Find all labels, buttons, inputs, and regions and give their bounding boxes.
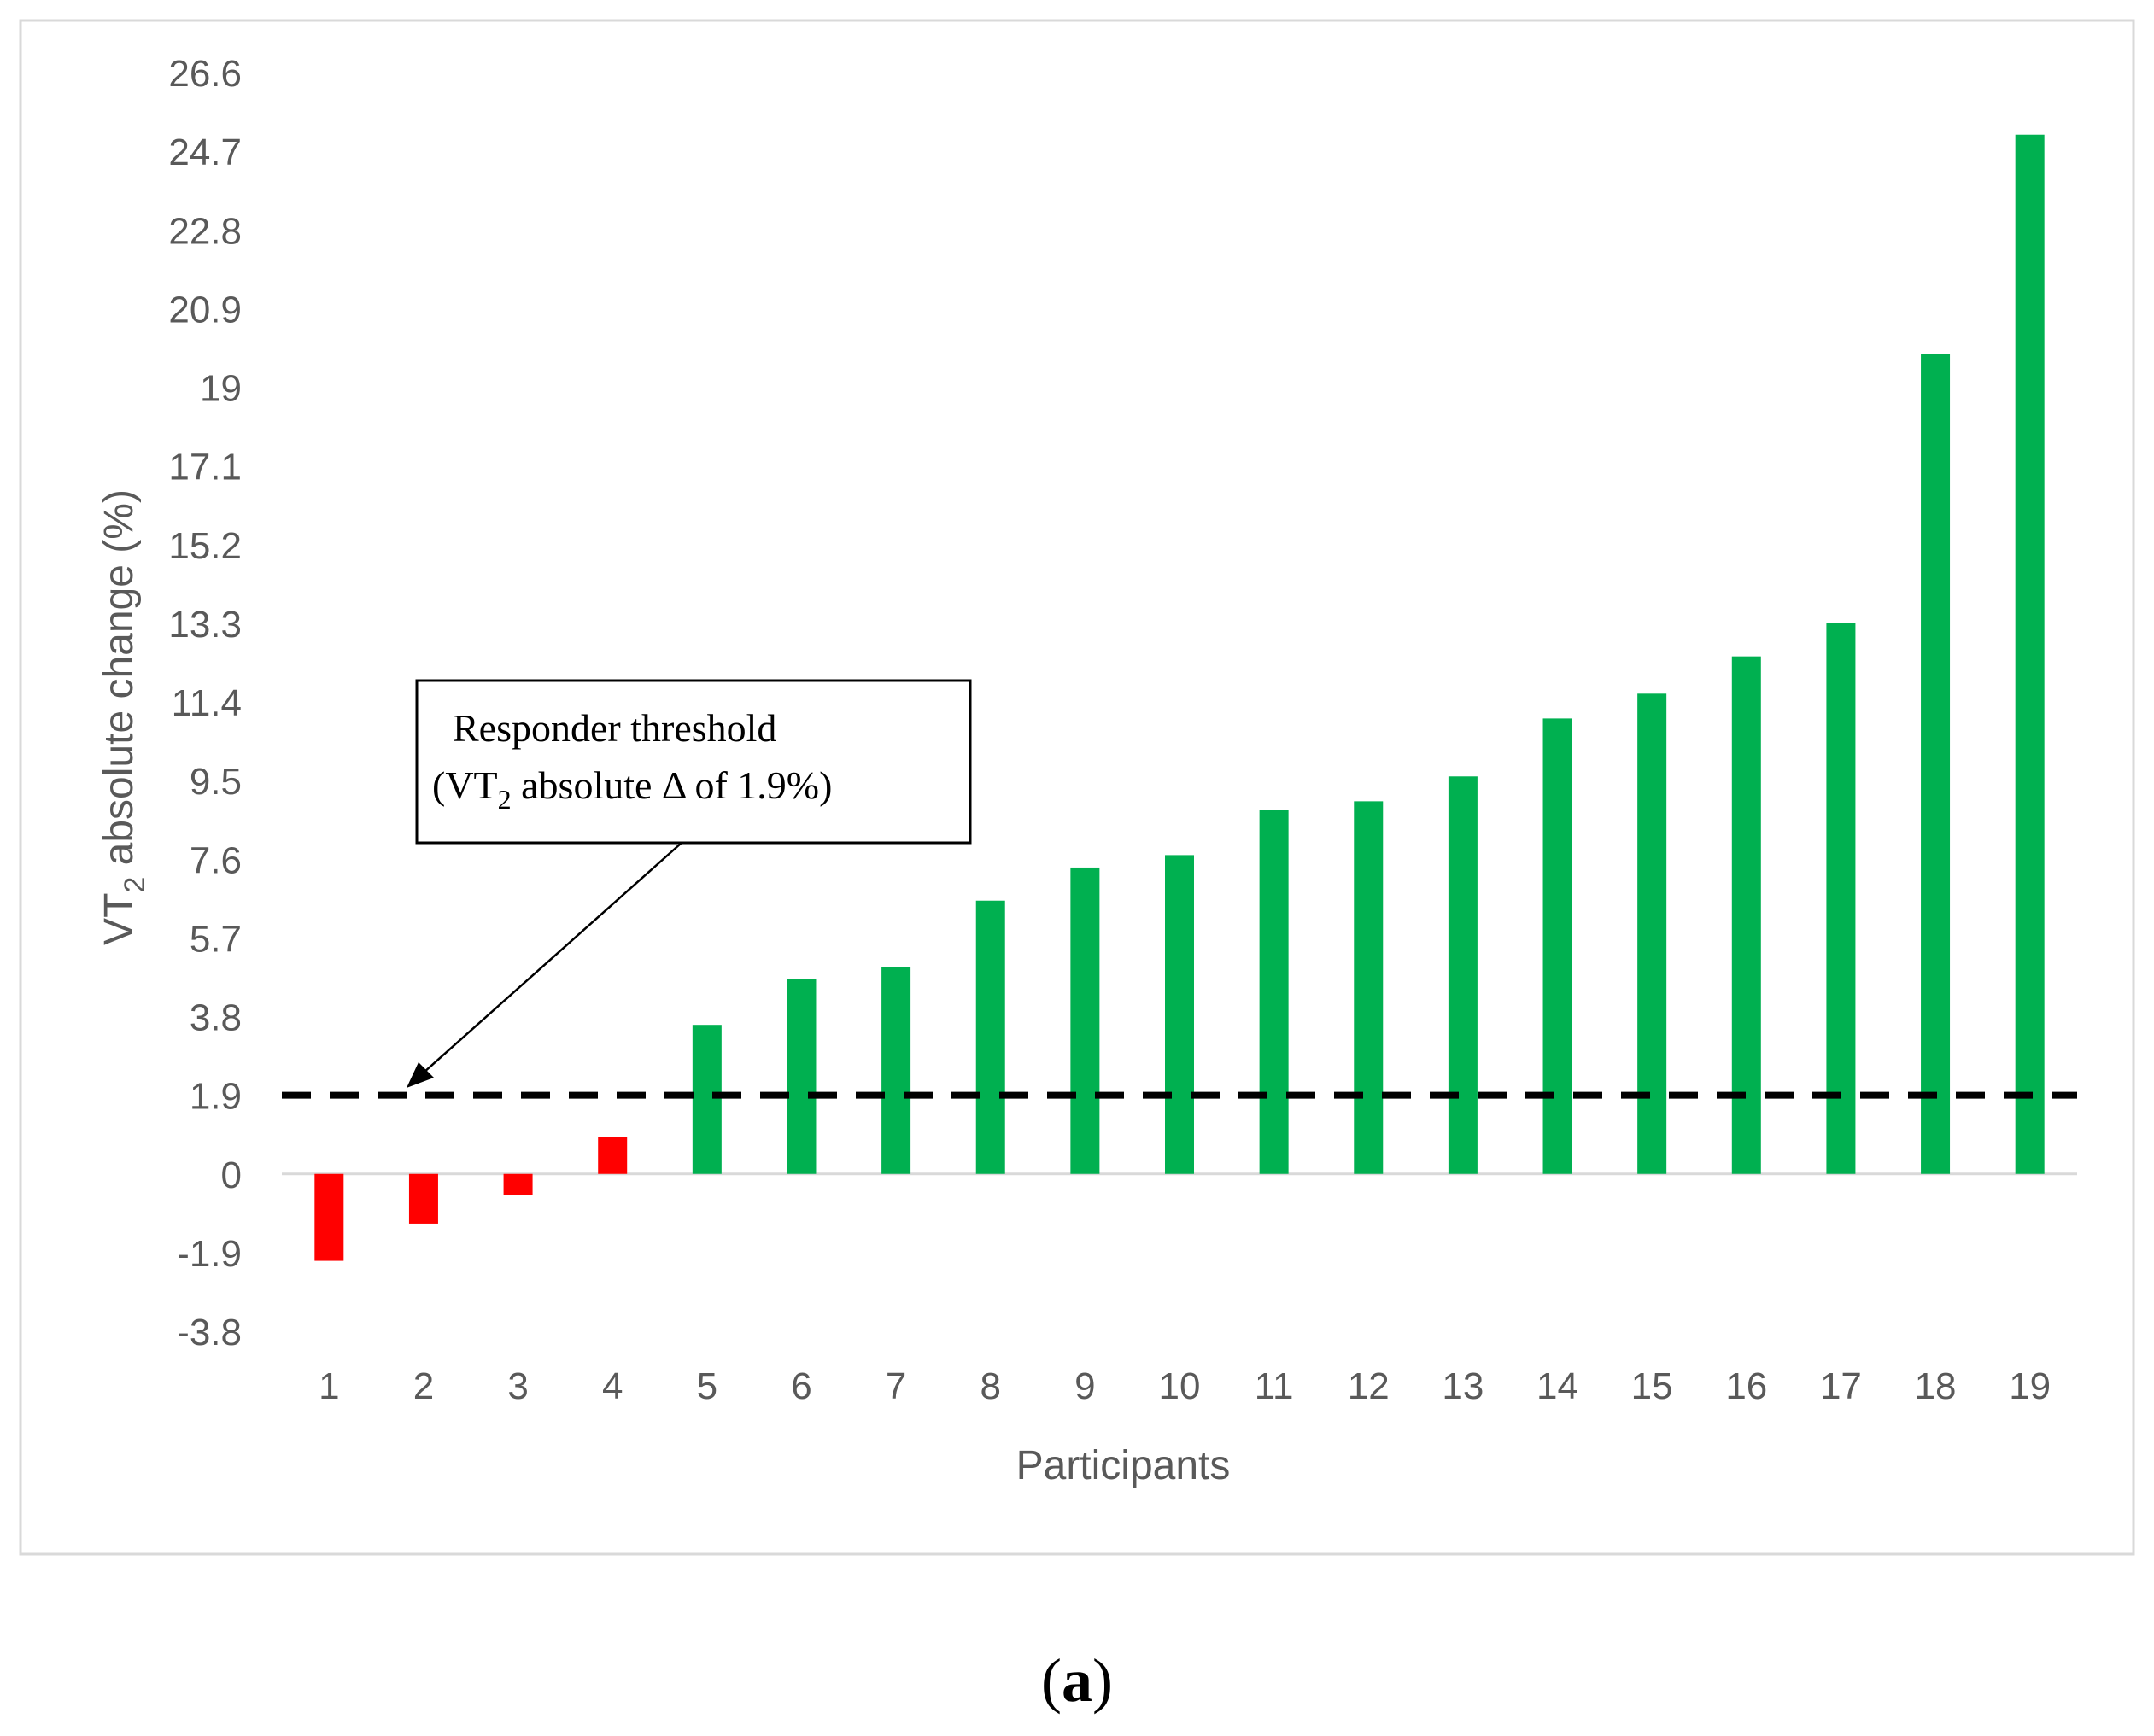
bar <box>975 900 1005 1174</box>
x-tick-label: 14 <box>1536 1365 1578 1407</box>
x-tick-label: 5 <box>697 1365 717 1407</box>
bar <box>1731 656 1761 1174</box>
annotation-line-2-prefix: (VT <box>432 763 498 807</box>
annotation-line-2-subscript: 2 <box>498 784 512 815</box>
bar <box>1165 855 1194 1174</box>
y-axis-title-suffix: absolute change (%) <box>97 489 142 877</box>
bar <box>1826 623 1856 1174</box>
bar <box>1542 718 1572 1174</box>
x-tick-label: 18 <box>1915 1365 1957 1407</box>
y-tick-label: 22.8 <box>168 210 242 252</box>
x-tick-label: 4 <box>602 1365 623 1407</box>
bar <box>1921 354 1951 1174</box>
y-tick-label: 19 <box>200 368 242 410</box>
x-tick-label: 17 <box>1820 1365 1862 1407</box>
bar <box>692 1025 722 1174</box>
bar <box>2015 134 2045 1174</box>
y-tick-label: 17.1 <box>168 447 242 488</box>
x-tick-label: 12 <box>1348 1365 1390 1407</box>
y-tick-label: 3.8 <box>190 997 242 1039</box>
x-tick-label: 10 <box>1159 1365 1201 1407</box>
bar <box>408 1173 438 1224</box>
x-tick-label: 19 <box>2009 1365 2051 1407</box>
bar <box>503 1173 533 1195</box>
y-tick-label: 24.7 <box>168 132 242 173</box>
panel-label-letter: a <box>1062 1646 1092 1715</box>
annotation-arrow-head <box>407 1062 434 1088</box>
y-tick-label: -3.8 <box>177 1312 242 1353</box>
x-tick-label: 1 <box>319 1365 339 1407</box>
bar <box>1448 776 1478 1174</box>
y-axis-title-subscript: 2 <box>119 877 151 893</box>
annotation-arrow-line <box>423 842 682 1073</box>
x-axis-ticks: 1 2 3 4 5 6 7 8 9 10 11 12 13 14 15 16 17 18 19 <box>319 1365 2051 1407</box>
y-tick-label: 1.9 <box>190 1076 242 1118</box>
y-tick-label: 5.7 <box>190 918 242 960</box>
bar <box>1354 801 1384 1174</box>
bar <box>787 979 817 1174</box>
y-tick-label: 11.4 <box>172 682 242 724</box>
panel-label-close: ) <box>1092 1646 1113 1715</box>
y-tick-label: 13.3 <box>168 604 242 646</box>
bar <box>1070 867 1100 1174</box>
y-axis-title-prefix: VT <box>97 893 142 945</box>
x-tick-label: 2 <box>413 1365 434 1407</box>
panel-label: (a) <box>1041 1646 1113 1715</box>
x-tick-label: 7 <box>886 1365 906 1407</box>
chart-frame <box>19 19 2135 1556</box>
panel-label-open: ( <box>1041 1646 1062 1715</box>
x-tick-label: 8 <box>980 1365 1000 1407</box>
y-tick-label: 9.5 <box>190 761 242 803</box>
bar <box>314 1173 344 1261</box>
annotation-line-2: (VT2 absolute Δ of 1.9%) <box>432 763 832 815</box>
threshold-annotation: Responder threshold (VT2 absolute Δ of 1… <box>407 679 972 1088</box>
y-tick-label: 26.6 <box>168 53 242 95</box>
x-tick-label: 6 <box>791 1365 811 1407</box>
x-tick-label: 3 <box>507 1365 528 1407</box>
annotation-line-1: Responder threshold <box>453 706 776 750</box>
bar <box>1259 810 1289 1174</box>
bar <box>1637 693 1667 1174</box>
y-tick-label: 7.6 <box>190 839 242 881</box>
x-axis-title: Participants <box>1016 1443 1231 1488</box>
x-tick-label: 13 <box>1442 1365 1484 1407</box>
y-tick-label: 20.9 <box>168 289 242 330</box>
y-axis-ticks: -3.8 -1.9 0 1.9 3.8 5.7 7.6 9.5 11.4 13.3 15.2 17.1… <box>168 53 242 1353</box>
x-tick-label: 16 <box>1725 1365 1767 1407</box>
bar <box>598 1137 628 1174</box>
y-tick-label: -1.9 <box>177 1233 242 1275</box>
annotation-line-2-suffix: absolute Δ of 1.9%) <box>512 763 833 807</box>
bar <box>881 967 911 1174</box>
x-tick-label: 15 <box>1631 1365 1673 1407</box>
y-tick-label: 0 <box>221 1154 242 1196</box>
annotation-box <box>415 679 972 845</box>
x-tick-label: 11 <box>1255 1365 1294 1407</box>
y-axis-title: VT2 absolute change (%) <box>97 489 151 945</box>
y-tick-label: 15.2 <box>168 525 242 567</box>
x-tick-label: 9 <box>1074 1365 1095 1407</box>
